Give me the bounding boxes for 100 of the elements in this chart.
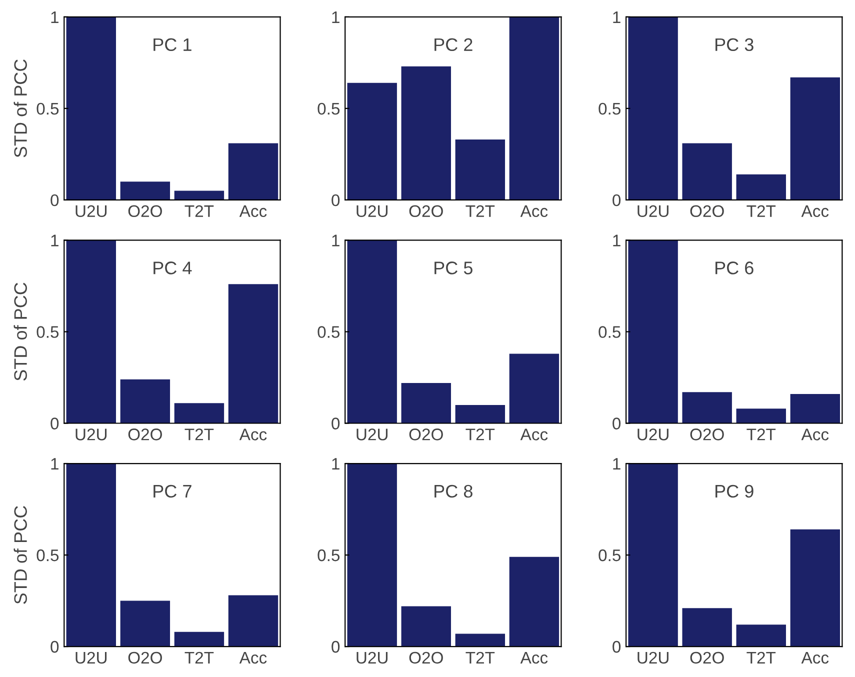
y-tick-label: 1 xyxy=(332,458,340,470)
x-tick-label: U2U xyxy=(638,652,668,664)
x-tick-label: T2T xyxy=(184,652,214,664)
y-tick-label: 0.5 xyxy=(598,326,620,338)
x-tick-label: U2U xyxy=(76,652,107,664)
bar xyxy=(628,240,678,424)
text: PC 4 xyxy=(154,262,192,274)
x-tick-label: Acc xyxy=(801,205,829,218)
text: PC 2 xyxy=(434,38,472,52)
bar xyxy=(455,634,506,647)
x-tick-label: Acc xyxy=(239,428,267,440)
x-tick-label: O2O xyxy=(128,652,162,664)
y-tick-label: 1 xyxy=(51,458,58,470)
text: PC 1 xyxy=(154,38,192,52)
y-tick-label: 1 xyxy=(613,234,620,246)
x-tick-label: U2U xyxy=(638,428,668,440)
text: PC 8 xyxy=(434,484,472,498)
bar xyxy=(174,190,224,200)
y-tick-label: 0 xyxy=(612,640,621,653)
x-tick-label: Acc xyxy=(801,428,829,440)
bar xyxy=(736,624,786,647)
x-tick-label: O2O xyxy=(128,205,162,218)
bar xyxy=(228,143,278,200)
text: PC 6 xyxy=(716,262,754,274)
y-tick-label: 0 xyxy=(332,194,340,206)
y-tick-label: 1 xyxy=(332,12,340,23)
text: PC 5 xyxy=(434,262,472,274)
x-tick-label: Acc xyxy=(239,652,267,664)
x-tick-label: Acc xyxy=(520,205,548,218)
x-tick-label: O2O xyxy=(409,652,443,664)
text: PC 9 xyxy=(716,484,754,498)
x-tick-label: T2T xyxy=(746,652,776,664)
bar xyxy=(401,606,451,647)
x-tick-label: T2T xyxy=(184,205,214,217)
bar xyxy=(347,240,397,424)
x-tick-label: U2U xyxy=(76,205,107,218)
bar xyxy=(682,392,732,424)
x-tick-label: T2T xyxy=(466,205,495,217)
bar xyxy=(628,16,678,200)
bar xyxy=(228,595,278,647)
bar xyxy=(682,608,732,647)
bar xyxy=(790,394,840,424)
bar xyxy=(228,284,278,424)
bar xyxy=(174,403,224,424)
x-tick-label: U2U xyxy=(638,205,668,218)
y-tick-label: 0.5 xyxy=(36,102,59,115)
y-tick-label: 0 xyxy=(50,194,59,206)
bar xyxy=(509,556,560,647)
bar xyxy=(120,379,170,424)
x-tick-label: U2U xyxy=(76,428,107,440)
y-tick-label: 0.5 xyxy=(598,549,620,562)
y-tick-label: 1 xyxy=(51,12,58,23)
y-tick-label: 0 xyxy=(332,640,340,653)
y-tick-label: 1 xyxy=(613,12,620,23)
y-tick-label: 0 xyxy=(50,640,59,653)
bar xyxy=(790,529,840,647)
y-tick-label: 0.5 xyxy=(318,326,340,338)
bar xyxy=(120,182,170,200)
x-tick-label: U2U xyxy=(356,428,388,440)
bar xyxy=(347,464,397,647)
bar xyxy=(66,240,116,424)
x-tick-label: T2T xyxy=(466,428,495,440)
bar xyxy=(174,632,224,647)
x-tick-label: O2O xyxy=(690,428,724,440)
x-tick-label: U2U xyxy=(356,652,388,664)
bar xyxy=(66,16,116,200)
x-tick-label: U2U xyxy=(356,205,388,218)
text: PC 3 xyxy=(716,38,754,52)
y-tick-label: 1 xyxy=(613,458,620,470)
bar xyxy=(455,140,506,200)
x-tick-label: O2O xyxy=(128,428,162,440)
bar xyxy=(682,143,732,200)
y-tick-label: 0 xyxy=(332,418,340,430)
bar xyxy=(401,382,451,424)
y-tick-label: 0.5 xyxy=(36,326,59,338)
text: PC 7 xyxy=(154,484,192,498)
x-tick-label: O2O xyxy=(409,205,443,218)
y-tick-label: 0 xyxy=(612,194,621,206)
x-tick-label: O2O xyxy=(690,205,724,218)
y-axis-title: STD of PCC xyxy=(14,59,27,158)
x-tick-label: O2O xyxy=(690,652,724,664)
bar xyxy=(509,354,560,424)
bar xyxy=(120,600,170,647)
bar xyxy=(790,77,840,200)
y-tick-label: 0 xyxy=(50,418,59,430)
bar xyxy=(736,174,786,200)
x-tick-label: Acc xyxy=(520,652,548,664)
y-axis-title: STD of PCC xyxy=(14,506,27,604)
x-tick-label: O2O xyxy=(409,428,443,440)
x-tick-label: Acc xyxy=(801,652,829,664)
y-tick-label: 1 xyxy=(51,234,58,246)
bar xyxy=(347,82,397,200)
y-axis-title: STD of PCC xyxy=(14,282,27,381)
x-tick-label: T2T xyxy=(466,652,495,664)
x-tick-label: T2T xyxy=(184,428,214,440)
y-tick-label: 0.5 xyxy=(318,102,340,115)
bar xyxy=(736,408,786,424)
y-tick-label: 0.5 xyxy=(598,102,620,115)
x-tick-label: T2T xyxy=(746,428,776,440)
x-tick-label: Acc xyxy=(239,205,267,218)
